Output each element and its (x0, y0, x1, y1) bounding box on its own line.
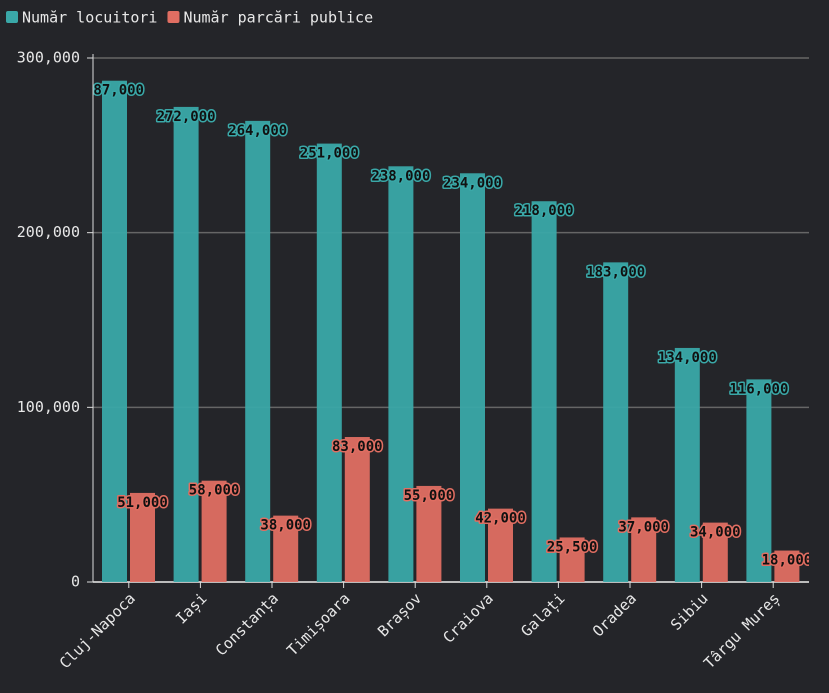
bar (531, 201, 557, 582)
x-tick-label: Sibiu (667, 589, 712, 634)
bar (388, 166, 414, 582)
value-label: 183,000 (586, 264, 645, 280)
value-label: 25,500 (547, 539, 598, 555)
value-label: 238,000 (371, 168, 430, 184)
x-tick-label: Iași (172, 589, 210, 627)
value-labels: 287,000 272,000 264,000 251,000 238,000 234,0… (85, 81, 813, 570)
bar (344, 437, 370, 582)
value-label: 287,000 (85, 83, 144, 99)
bar (559, 537, 585, 582)
value-label: 51,000 (117, 495, 168, 511)
bar (631, 517, 657, 582)
x-tick-label: Oradea (589, 589, 640, 640)
y-tick-label: 300,000 (17, 49, 80, 67)
value-label: 251,000 (300, 146, 359, 162)
legend-swatch (6, 11, 18, 23)
bar (774, 550, 800, 582)
y-tick-label: 100,000 (17, 398, 80, 416)
value-label: 116,000 (729, 381, 788, 397)
y-tick-label: 200,000 (17, 223, 80, 241)
bar (130, 492, 155, 582)
y-tick-label: 0 (71, 573, 80, 591)
bar (460, 173, 485, 582)
x-tick-label: Târgu Mureș (700, 589, 783, 672)
bar (746, 379, 772, 582)
value-label: 38,000 (260, 518, 311, 534)
bar (603, 262, 629, 582)
bars (102, 80, 800, 582)
x-tick-label: Brașov (374, 589, 425, 640)
legend-label: Număr parcări publice (183, 9, 373, 27)
bar (316, 143, 342, 582)
value-label: 42,000 (475, 511, 526, 527)
value-label: 83,000 (332, 439, 383, 455)
bar (488, 508, 513, 582)
x-tick-label: Cluj-Napoca (56, 589, 139, 672)
bar (102, 80, 127, 582)
legend-swatch (167, 11, 180, 23)
value-label: 18,000 (762, 553, 813, 569)
x-tick-label: Constanța (212, 589, 282, 659)
x-tick-label: Craiova (439, 589, 496, 646)
value-label: 58,000 (189, 483, 240, 499)
value-label: 134,000 (658, 350, 717, 366)
bar (173, 106, 199, 582)
legend-label: Număr locuitori (22, 9, 157, 27)
value-label: 37,000 (618, 519, 669, 535)
bar (416, 485, 442, 582)
bar (273, 515, 299, 582)
bar (674, 347, 700, 582)
x-tick-label: Timișoara (283, 589, 353, 659)
bar (245, 120, 271, 582)
x-tick-label: Galați (517, 589, 568, 640)
bar (201, 480, 227, 582)
value-label: 272,000 (157, 109, 216, 125)
value-label: 264,000 (228, 123, 287, 139)
value-label: 218,000 (515, 203, 574, 219)
value-label: 34,000 (690, 525, 741, 541)
value-label: 55,000 (404, 488, 455, 504)
bar (702, 522, 728, 582)
value-label: 234,000 (443, 175, 502, 191)
